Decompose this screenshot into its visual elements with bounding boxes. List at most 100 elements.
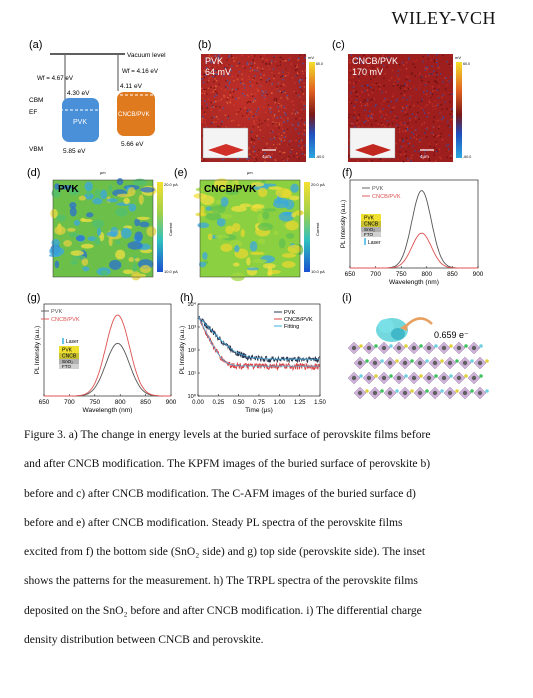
publisher-logo: WILEY-VCH xyxy=(391,8,496,28)
ef-label: EF xyxy=(29,109,37,116)
figure-caption: Figure 3. a) The change in energy levels… xyxy=(24,420,496,654)
x-tick-label: 0.75 xyxy=(253,400,265,406)
x-tick-label: 750 xyxy=(89,399,100,406)
pvk-band-label: PVK xyxy=(73,119,87,126)
caption-line: deposited on the SnO₂ before and after C… xyxy=(24,603,422,617)
cafm-map-pvk: (d) PVK μm 20.0 pA 10.0 pA Current xyxy=(27,167,178,281)
svg-text:mV: mV xyxy=(308,55,314,60)
y-tick-label: 10¹ xyxy=(188,371,196,377)
x-axis-label: Time (μs) xyxy=(245,407,273,414)
panel-label-e: (e) xyxy=(174,167,187,179)
svg-text:μm: μm xyxy=(247,170,253,175)
x-tick-label: 0.00 xyxy=(192,400,204,406)
legend-entry: PVK xyxy=(284,310,295,316)
kpfm-speckle-c xyxy=(348,54,454,163)
caption-line: and after CNCB modification. The KPFM im… xyxy=(24,457,431,471)
x-axis-label: Wavelength (nm) xyxy=(83,407,133,414)
svg-text:20.0 pA: 20.0 pA xyxy=(311,182,325,187)
pl-chart-g: (g) 650 700 750 800 850 900 Wavelength (nm) PL … xyxy=(27,292,177,414)
panel-label-i: (i) xyxy=(342,292,352,304)
x-tick-label: 1.50 xyxy=(314,400,326,406)
cncb-band-label: CNCB/PVK xyxy=(118,111,151,118)
colorbar-d xyxy=(157,182,163,272)
svg-text:SnO₂: SnO₂ xyxy=(364,227,375,232)
vbm-label: VBM xyxy=(29,146,43,153)
x-tick-label: 800 xyxy=(421,271,432,278)
x-tick-label: 0.25 xyxy=(212,400,224,406)
caption-line: excited from f) the bottom side (SnO₂ si… xyxy=(24,545,426,559)
legend-entry: PVK xyxy=(51,309,62,315)
x-tick-label: 700 xyxy=(64,399,75,406)
scalebar-c: 4μm xyxy=(420,154,429,159)
caption-line: before and c) after CNCB modification. T… xyxy=(24,486,416,500)
cafm-blobs-d xyxy=(48,178,157,281)
legend-entry: CNCB/PVK xyxy=(51,317,80,323)
kpfm-title-b: PVK xyxy=(205,56,223,66)
pvk-cbm-value: 4.30 eV xyxy=(67,90,90,97)
panel-label-f: (f) xyxy=(342,167,352,179)
x-tick-label: 750 xyxy=(396,271,407,278)
panel-label-d: (d) xyxy=(27,167,40,179)
svg-text:CNCB: CNCB xyxy=(62,354,77,360)
cafm-map-cncb: (e) CNCB/PVK μm 20.0 pA 10.0 pA Current xyxy=(174,167,325,282)
stack-inset-g: Laser PVK CNCB SnO₂ FTO xyxy=(59,338,79,369)
y-tick-label: 10² xyxy=(188,348,196,354)
svg-text:60.0: 60.0 xyxy=(316,62,323,66)
x-tick-label: 1.00 xyxy=(273,400,285,406)
svg-text:CNCB: CNCB xyxy=(364,222,379,228)
energy-diagram: (a) Vacuum level Wf = 4.67 eV Wf = 4.16 … xyxy=(29,39,166,155)
colorbar-b xyxy=(309,62,315,158)
svg-text:Current: Current xyxy=(315,222,320,236)
svg-text:PVK: PVK xyxy=(364,216,375,222)
legend-entry: PVK xyxy=(372,186,383,192)
legend-entry: CNCB/PVK xyxy=(284,317,313,323)
x-tick-label: 1.25 xyxy=(294,400,306,406)
svg-text:Current: Current xyxy=(168,222,173,236)
x-tick-label: 900 xyxy=(473,271,484,278)
svg-text:SnO₂: SnO₂ xyxy=(62,359,73,364)
colorbar-e xyxy=(304,182,310,272)
series-line-cncb-pvk xyxy=(44,314,171,397)
pvk-band xyxy=(62,98,99,142)
panel-label-c: (c) xyxy=(332,39,345,51)
caption-line: before and e) after CNCB modification. S… xyxy=(24,515,403,529)
kpfm-value-c: 170 mV xyxy=(352,67,383,77)
colorbar-c xyxy=(456,62,462,158)
legend-entry: CNCB/PVK xyxy=(372,194,401,200)
svg-text:20.0 pA: 20.0 pA xyxy=(164,182,178,187)
svg-text:Laser: Laser xyxy=(368,240,381,246)
x-tick-label: 900 xyxy=(166,399,177,406)
series-line-cncb-pvk xyxy=(350,232,478,269)
svg-text:60.0: 60.0 xyxy=(463,62,470,66)
svg-text:FTO: FTO xyxy=(364,232,374,237)
cafm-title-d: PVK xyxy=(58,184,79,195)
y-tick-label: 10⁰ xyxy=(188,393,197,400)
x-tick-label: 700 xyxy=(370,271,381,278)
panel-label-a: (a) xyxy=(29,39,42,51)
svg-text:PVK: PVK xyxy=(62,348,73,354)
caption-line: shows the patterns for the measurement. … xyxy=(24,574,418,588)
svg-text:Laser: Laser xyxy=(66,339,79,345)
cbm-label: CBM xyxy=(29,97,43,104)
charge-density-model: (i) 0.659 e⁻ xyxy=(342,292,489,400)
lattice xyxy=(347,341,489,400)
svg-text:-60.0: -60.0 xyxy=(316,155,324,159)
panel-label-h: (h) xyxy=(180,292,193,304)
scalebar-b: 4μm xyxy=(262,154,271,159)
svg-text:-60.0: -60.0 xyxy=(463,155,471,159)
wf-right-label: Wf = 4.16 eV xyxy=(122,68,159,75)
kpfm-map-pvk: (b) PVK 64 mV 4μm mV 60.0 -60.0 xyxy=(198,39,324,163)
cncb-cbm-value: 4.11 eV xyxy=(120,83,143,90)
svg-text:10.0 pA: 10.0 pA xyxy=(311,269,325,274)
vacuum-label: Vacuum level xyxy=(127,52,166,59)
x-tick-label: 850 xyxy=(447,271,458,278)
legend-entry: Fitting xyxy=(284,324,299,330)
cafm-blobs-e xyxy=(193,178,304,282)
svg-text:FTO: FTO xyxy=(62,364,72,369)
wf-left-label: Wf = 4.67 eV xyxy=(37,75,74,82)
charge-value: 0.659 e⁻ xyxy=(434,330,469,340)
x-tick-label: 0.50 xyxy=(233,400,245,406)
y-axis-label: PL Intensity (a.u.) xyxy=(340,200,347,248)
y-tick-label: 10⁴ xyxy=(187,301,196,308)
cncb-vbm-value: 5.66 eV xyxy=(121,141,144,148)
